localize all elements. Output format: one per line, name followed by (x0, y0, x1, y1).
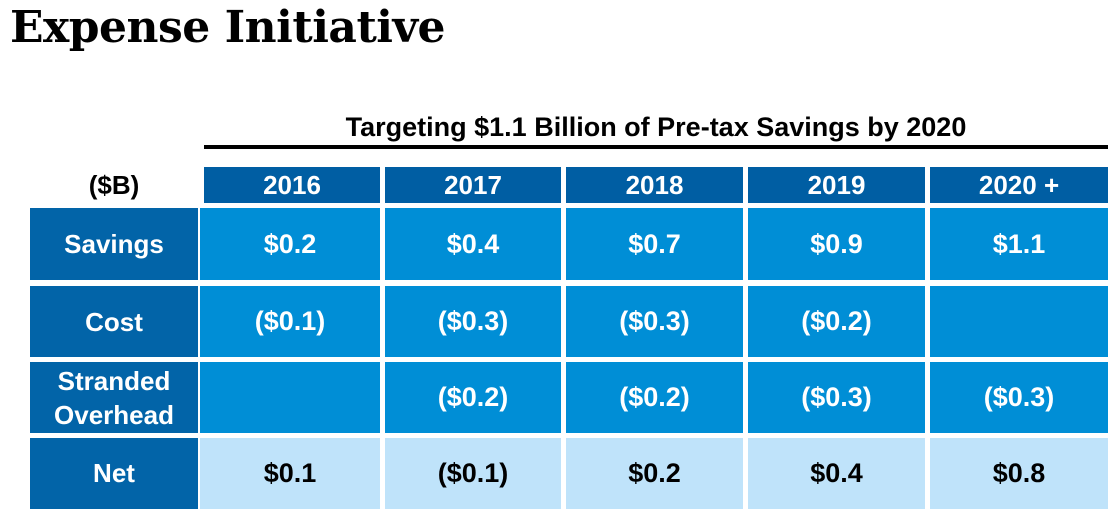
table-cell: ($0.2) (748, 286, 925, 357)
table-cell: ($0.2) (385, 362, 561, 433)
column-header-2020-plus: 2020 + (930, 167, 1108, 203)
column-header-2017: 2017 (385, 167, 561, 203)
row-header-cost: Cost (30, 286, 198, 357)
row-header-stranded-overhead: Stranded Overhead (30, 362, 198, 433)
row-header-net: Net (30, 438, 198, 509)
table-cell: ($0.3) (748, 362, 925, 433)
column-header-2018: 2018 (566, 167, 743, 203)
table-cell: $0.7 (566, 208, 743, 280)
table-cell: ($0.3) (930, 362, 1108, 433)
table-cell: $0.2 (200, 208, 380, 280)
column-header-2019: 2019 (748, 167, 925, 203)
table-cell: $0.1 (200, 438, 380, 509)
column-header-2016: 2016 (204, 167, 380, 203)
table-cell: ($0.1) (385, 438, 561, 509)
table-cell: ($0.3) (385, 286, 561, 357)
table-subtitle: Targeting $1.1 Billion of Pre-tax Saving… (345, 112, 967, 142)
table-cell (930, 286, 1108, 357)
subtitle-underline (204, 145, 1108, 149)
table-cell: $1.1 (930, 208, 1108, 280)
table-cell: ($0.2) (566, 362, 743, 433)
table-cell: $0.4 (385, 208, 561, 280)
page-title: Expense Initiative (10, 2, 446, 53)
table-cell: $0.4 (748, 438, 925, 509)
table-cell: $0.2 (566, 438, 743, 509)
table-cell: $0.9 (748, 208, 925, 280)
table-cell (200, 362, 380, 433)
unit-label: ($B) (88, 169, 140, 200)
row-header-savings: Savings (30, 208, 198, 280)
table-cell: $0.8 (930, 438, 1108, 509)
table-cell: ($0.3) (566, 286, 743, 357)
table-cell: ($0.1) (200, 286, 380, 357)
